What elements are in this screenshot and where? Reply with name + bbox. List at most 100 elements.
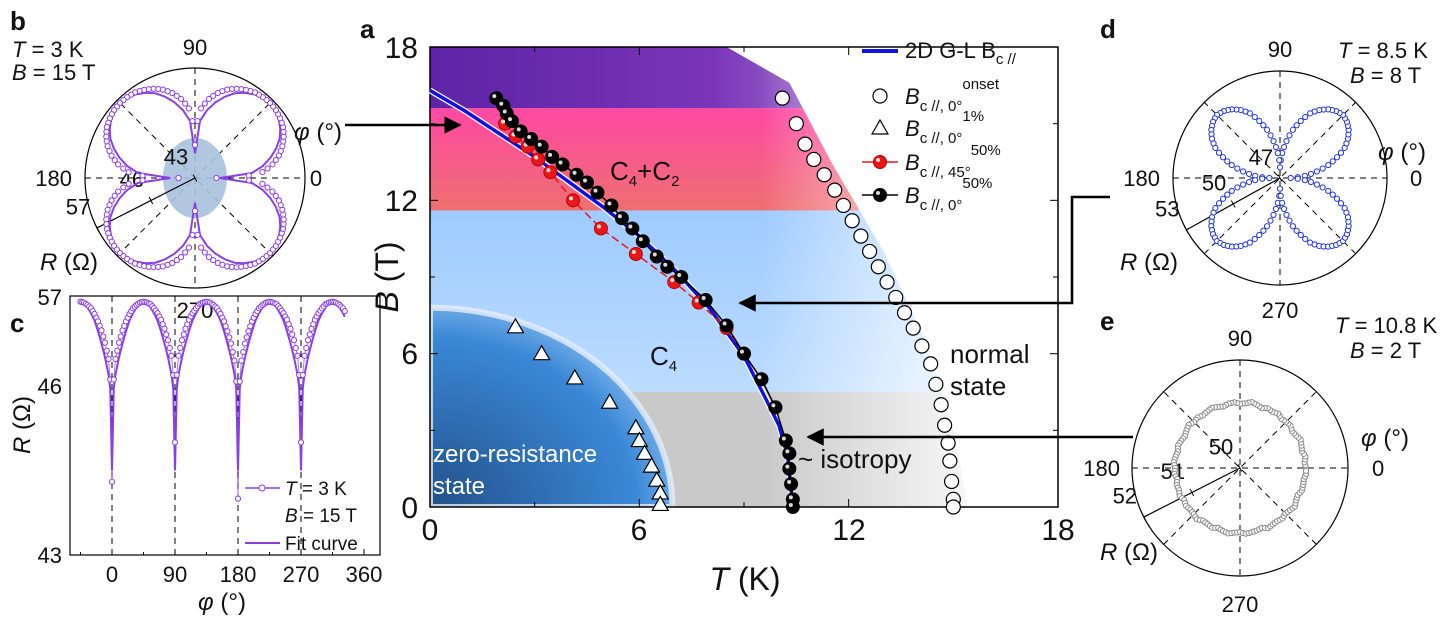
data-point [1228, 187, 1235, 195]
data-point [177, 253, 185, 261]
data-point [105, 355, 112, 363]
data-point [1277, 192, 1284, 199]
angle-label: 180 [1083, 456, 1120, 481]
point-0deg-highlight [558, 160, 563, 165]
data-point [1259, 175, 1266, 182]
x-tick-label: 270 [283, 562, 320, 587]
data-point [287, 325, 294, 332]
polar-plot-b: T = 3 K B = 15 T 90 180 0 270 φ (°) R (Ω… [12, 35, 342, 323]
one-percent-point [626, 418, 645, 435]
data-point [299, 371, 306, 379]
line-plot-c: 57 46 43 0 90 180 270 360 φ (°) R (Ω) T … [9, 285, 382, 616]
series-4 [489, 91, 800, 514]
data-point [1302, 113, 1309, 121]
point-0deg-highlight [785, 449, 790, 454]
data-point [210, 92, 217, 99]
data-point [1341, 205, 1348, 212]
data-point [236, 378, 243, 385]
condition-t: T = 8.5 K [1338, 38, 1428, 63]
radial-tick [1184, 226, 1189, 234]
point-0deg-highlight [663, 262, 668, 267]
radial-tick-label: 50 [1202, 171, 1226, 196]
x-tick-label: 0 [106, 562, 118, 587]
data-point [1270, 138, 1277, 145]
data-point [1307, 170, 1315, 178]
point-0deg [782, 446, 797, 461]
radial-tick [1230, 200, 1236, 208]
data-point [1263, 223, 1271, 230]
y-tick-label: 57 [38, 285, 62, 310]
legend-label-45deg: Bc //, 45°50% [905, 142, 1001, 181]
data-point [1325, 161, 1332, 169]
radial-tick [1237, 464, 1243, 472]
data-point [100, 333, 107, 340]
point-45deg-highlight [546, 168, 551, 173]
data-point [1287, 174, 1294, 182]
phase-diagram: 18 12 6 0 0 6 12 18 T (K) B (T) C4+C2 C4… [345, 32, 1133, 597]
data-point [1286, 217, 1293, 224]
onset-point [905, 320, 921, 336]
radial-tick-label: 50 [1209, 435, 1233, 460]
data-point [1267, 132, 1274, 139]
region-label-c4-c2: C4+C2 [610, 156, 679, 190]
point-0deg [754, 372, 769, 387]
data-point [264, 184, 271, 191]
data-point [169, 259, 176, 267]
point-0deg [674, 270, 689, 284]
legend-label-onset: Bc //, 0°onset [905, 76, 1000, 115]
data-point [1272, 205, 1280, 213]
data-point [1283, 138, 1290, 145]
data-point [275, 197, 283, 204]
data-point [1260, 227, 1267, 234]
region-zero-resistance [430, 304, 676, 507]
point-0deg-highlight [701, 296, 706, 300]
legend-marker-1pct [870, 118, 890, 135]
data-point [194, 118, 201, 125]
onset-point [816, 167, 832, 183]
polar-axes [1172, 70, 1388, 286]
point-45deg [531, 152, 546, 167]
data-point [171, 439, 179, 446]
data-point [103, 347, 110, 354]
data-point [1234, 184, 1241, 191]
data-point [272, 156, 279, 164]
onset-point [888, 289, 904, 306]
point-0deg [580, 175, 594, 190]
legend-labels: 2D G-L Bc // Bc //, 0°onset Bc //, 0°1% … [905, 38, 1017, 214]
region-label-normal: normal [950, 339, 1029, 369]
point-0deg [785, 500, 800, 514]
data-point [304, 337, 312, 344]
point-0deg [534, 139, 549, 154]
data-point [1224, 191, 1231, 198]
onset-point [879, 274, 895, 290]
data-point [264, 165, 271, 172]
series-2 [506, 317, 670, 512]
point-0deg-highlight [771, 403, 776, 408]
data-point [166, 344, 173, 352]
data-point [182, 100, 189, 107]
data-point [1228, 161, 1235, 169]
data-point [1251, 113, 1258, 121]
x-axis-label: T (K) [709, 561, 780, 597]
radial-axis-label: R (Ω) [1100, 539, 1158, 566]
panel-label-b: b [10, 6, 26, 36]
data-point [1333, 154, 1341, 161]
angle-label: 0 [310, 166, 322, 191]
one-percent-point [651, 495, 670, 512]
panel-label-e: e [1100, 306, 1114, 336]
data-point [1313, 168, 1320, 175]
y-tick-label: 18 [385, 32, 418, 65]
data-point [1215, 200, 1223, 207]
point-0deg-highlight [781, 436, 786, 441]
onset-point [835, 197, 852, 214]
point-0deg-highlight [652, 252, 657, 257]
point-45deg [543, 165, 558, 180]
point-0deg-highlight [757, 375, 762, 380]
data-point [306, 331, 313, 338]
data-point [290, 337, 298, 344]
data-point [108, 478, 116, 485]
angle-label: 270 [1222, 592, 1259, 617]
condition-t: T = 3 K [12, 37, 84, 62]
y-tick-label: 43 [38, 543, 62, 568]
data-point [1251, 235, 1258, 243]
